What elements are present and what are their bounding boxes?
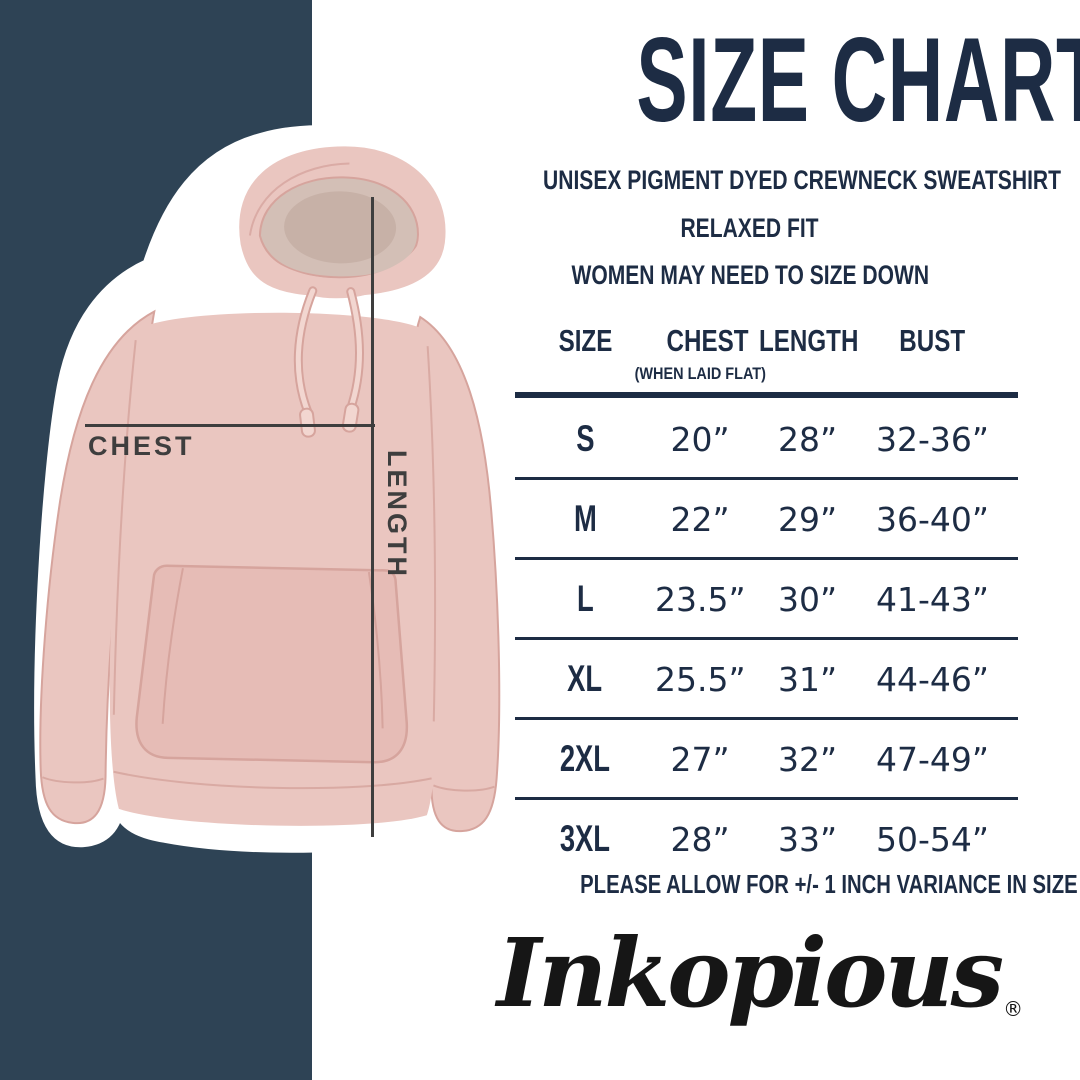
subtitle-fit: RELAXED FIT (680, 213, 820, 243)
hood-lining-shadow (284, 191, 397, 264)
brand-logo: Inkopious ® (480, 918, 1040, 1029)
size-table-header: SIZE CHEST LENGTH BUST (515, 320, 995, 362)
header-cell-chest: CHEST (666, 323, 749, 358)
subtitle-product: UNISEX PIGMENT DYED CREWNECK SWEATSHIRT (543, 165, 1061, 195)
length-measure-line (371, 197, 374, 837)
header-rule (515, 392, 1018, 398)
table-row-xl: XL 25.5” 31” 44-46” (515, 640, 995, 718)
variance-note: PLEASE ALLOW FOR +/- 1 INCH VARIANCE IN … (580, 869, 1078, 899)
cell-chest: 27” (670, 739, 730, 779)
garment-seams (42, 340, 495, 792)
table-row-m: M 22” 29” 36-40” (515, 480, 995, 558)
hood-fold-seam (248, 162, 350, 236)
chest-measure-line (85, 424, 375, 427)
cell-size: L (576, 578, 594, 619)
cell-length: 28” (777, 419, 838, 459)
chest-label: CHEST (88, 431, 195, 461)
kangaroo-pocket (135, 564, 408, 764)
header-cell-bust: BUST (899, 323, 966, 358)
registered-mark: ® (1003, 997, 1024, 1021)
page-title: SIZE CHART (636, 13, 1080, 147)
cell-length: 29” (777, 499, 838, 539)
cell-chest: 22” (670, 499, 730, 539)
cell-bust: 50-54” (876, 819, 989, 859)
drawstrings (293, 286, 364, 418)
drawstring-aglet-left (299, 407, 316, 438)
row-separator (515, 797, 1018, 800)
cell-bust: 47-49” (876, 739, 989, 779)
cell-chest: 23.5” (655, 579, 746, 619)
cell-length: 30” (777, 579, 838, 619)
cell-bust: 41-43” (876, 579, 989, 619)
cell-bust: 32-36” (876, 419, 989, 459)
table-row-2xl: 2XL 27” 32” 47-49” (515, 720, 995, 798)
row-separator (515, 717, 1018, 720)
cell-bust: 36-40” (876, 499, 989, 539)
cell-size: XL (567, 658, 603, 699)
cell-bust: 44-46” (876, 659, 989, 699)
chest-subnote: (WHEN LAID FLAT) (634, 364, 766, 383)
cell-size: 2XL (559, 738, 611, 779)
row-separator (515, 637, 1018, 640)
cell-chest: 25.5” (655, 659, 746, 699)
header-cell-length: LENGTH (759, 323, 859, 358)
subtitle-size-down: WOMEN MAY NEED TO SIZE DOWN (571, 260, 929, 290)
cell-chest: 20” (670, 419, 730, 459)
cell-size: S (575, 418, 595, 459)
row-separator (515, 557, 1018, 560)
cell-length: 33” (777, 819, 838, 859)
brand-logo-text: Inkopious (496, 918, 1004, 1029)
cell-length: 31” (777, 659, 838, 699)
table-row-3xl: 3XL 28” 33” 50-54” (515, 800, 995, 878)
cell-size: M (573, 498, 597, 539)
cell-chest: 28” (670, 819, 730, 859)
row-separator (515, 477, 1018, 480)
table-row-s: S 20” 28” 32-36” (515, 400, 995, 478)
length-label: LENGTH (382, 450, 412, 579)
hood-collar (259, 244, 418, 299)
header-cell-size: SIZE (558, 323, 612, 358)
cell-size: 3XL (559, 818, 611, 859)
cell-length: 32” (777, 739, 838, 779)
hoodie-illustration (34, 125, 513, 853)
table-row-l: L 23.5” 30” 41-43” (515, 560, 995, 638)
